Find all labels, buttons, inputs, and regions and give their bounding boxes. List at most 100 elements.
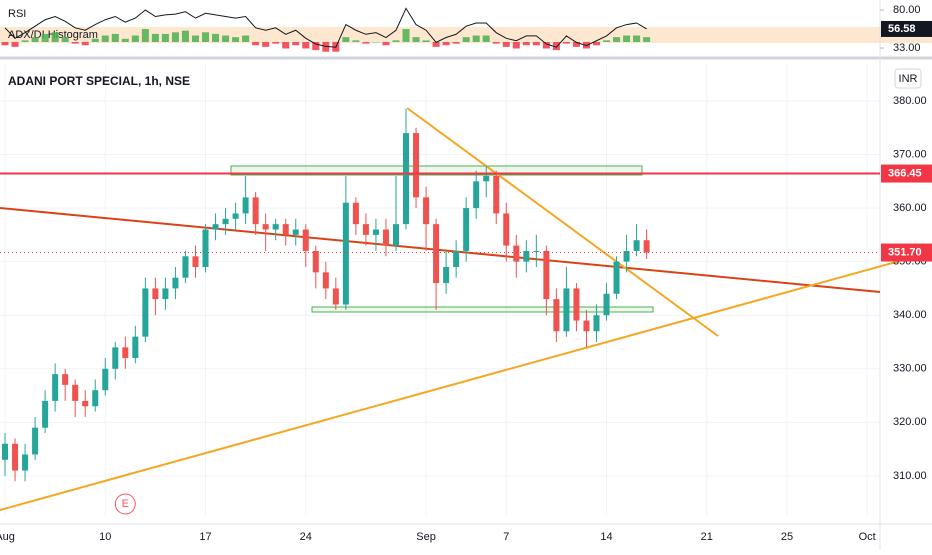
candle-body xyxy=(192,256,199,268)
candle-body xyxy=(72,384,79,401)
histogram-bar xyxy=(131,35,139,42)
y-tick-label: 330.00 xyxy=(893,363,927,375)
histogram-bar xyxy=(41,33,49,42)
resistance-zone xyxy=(230,165,643,176)
histogram-bar xyxy=(31,37,39,42)
x-tick-label: Oct xyxy=(859,531,876,543)
rsi-band xyxy=(0,27,880,43)
x-tick-label: 10 xyxy=(99,531,111,543)
candle-body xyxy=(162,288,169,300)
histogram-bar xyxy=(562,42,570,44)
histogram-bar xyxy=(292,42,300,46)
candle-body xyxy=(2,443,9,460)
candle-body xyxy=(272,224,279,230)
histogram-bar xyxy=(91,38,99,42)
candle-body xyxy=(573,288,580,321)
candle-body xyxy=(352,202,359,225)
candle-body xyxy=(172,277,179,289)
histogram-bar xyxy=(462,37,470,42)
candle-body xyxy=(633,240,640,251)
candle-body xyxy=(52,374,59,401)
candle-body xyxy=(362,224,369,235)
candle-body xyxy=(543,250,550,300)
trend-line xyxy=(0,207,881,293)
candle-body xyxy=(342,202,349,305)
y-tick-label: 80.00 xyxy=(893,4,921,16)
candle-body xyxy=(413,133,420,198)
support-zone xyxy=(311,306,654,313)
histogram-bar xyxy=(71,42,79,44)
candle-body xyxy=(102,368,109,391)
histogram-bar xyxy=(81,42,89,46)
candle-body xyxy=(503,213,510,246)
candle-body xyxy=(12,443,19,471)
histogram-bar xyxy=(432,42,440,47)
candle-body xyxy=(142,288,149,337)
x-tick-label: 14 xyxy=(600,531,612,543)
histogram-bar xyxy=(1,42,9,46)
histogram-bar xyxy=(252,42,260,46)
histogram-bar xyxy=(392,40,400,42)
price-label-box xyxy=(881,243,932,262)
event-marker xyxy=(114,493,136,515)
candle-body xyxy=(252,197,259,225)
drawings xyxy=(0,107,932,511)
histogram-bar xyxy=(312,42,320,51)
trend-line xyxy=(406,107,719,337)
histogram-bar xyxy=(282,42,290,49)
price-label: 351.70 xyxy=(888,246,922,258)
candle-body xyxy=(553,299,560,332)
histogram-bar xyxy=(101,35,109,42)
candle-body xyxy=(372,229,379,235)
y-tick-label: 320.00 xyxy=(893,416,927,428)
y-tick-label: 33.00 xyxy=(893,42,921,54)
candle-body xyxy=(643,240,650,253)
histogram-bar xyxy=(633,35,641,42)
histogram-bar xyxy=(352,40,360,42)
candle-body xyxy=(623,250,630,262)
candle-body xyxy=(222,218,229,225)
candle-body xyxy=(112,347,119,369)
candle-body xyxy=(212,224,219,230)
candle-body xyxy=(613,261,620,294)
legend-rsi: RSI xyxy=(8,8,26,20)
x-tick-label: Aug xyxy=(0,531,15,543)
x-tick-label: Sep xyxy=(416,531,436,543)
candle-body xyxy=(403,133,410,225)
histogram-bar xyxy=(262,42,270,47)
currency-button[interactable] xyxy=(894,68,922,89)
histogram-bar xyxy=(232,37,240,42)
candle-body xyxy=(463,208,470,251)
histogram-bar xyxy=(502,42,510,47)
candle-body xyxy=(242,197,249,214)
price-label: 366.45 xyxy=(888,167,922,179)
histogram-bar xyxy=(472,35,480,42)
histogram-bar xyxy=(272,42,280,44)
event-label: E xyxy=(122,498,129,510)
last-value-label: 56.58 xyxy=(888,23,916,35)
candle-body xyxy=(302,229,309,251)
candle-body xyxy=(292,229,299,235)
y-tick-label: 380.00 xyxy=(893,95,927,107)
price-label-box xyxy=(881,164,932,183)
histogram-bar xyxy=(151,33,159,42)
histogram-bar xyxy=(422,40,430,42)
candle-body xyxy=(122,347,129,359)
symbol-title: ADANI PORT SPECIAL, 1h, NSE xyxy=(8,74,190,88)
histogram-bar xyxy=(21,40,29,42)
histogram-bar xyxy=(51,32,59,42)
candle-body xyxy=(312,250,319,273)
histogram-bar xyxy=(442,42,450,46)
histogram-bar xyxy=(61,37,69,42)
candle-body xyxy=(423,197,430,225)
histogram-bar xyxy=(212,33,220,42)
candle-body xyxy=(533,250,540,252)
histogram-bar xyxy=(592,42,600,46)
histogram-bar xyxy=(222,35,230,42)
histogram-bar xyxy=(522,42,530,46)
candle-body xyxy=(282,224,289,235)
histogram-bar xyxy=(412,37,420,42)
candle-body xyxy=(132,336,139,359)
candle-body xyxy=(202,229,209,268)
histogram-bar xyxy=(11,42,19,47)
